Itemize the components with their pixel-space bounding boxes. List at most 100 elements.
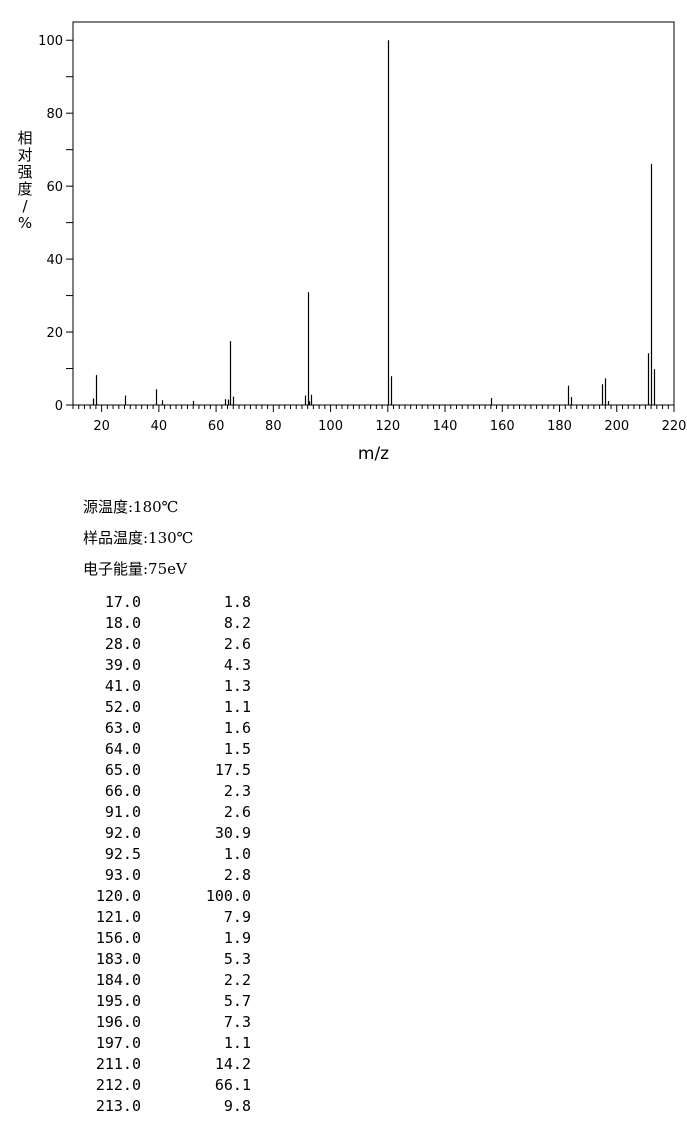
peak-mz-cell: 195.0 [95, 992, 141, 1010]
table-row: 195.0 5.7 [70, 991, 251, 1012]
x-tick-label: 120 [375, 419, 400, 434]
table-row: 18.0 8.2 [70, 613, 251, 634]
y-axis-label-char: % [18, 214, 32, 232]
x-tick-label: 80 [265, 419, 282, 434]
peak-intensity-cell: 66.1 [214, 1076, 251, 1094]
table-row: 64.0 1.5 [70, 739, 251, 760]
table-row: 92.0 30.9 [70, 823, 251, 844]
x-tick-label: 40 [151, 419, 168, 434]
peak-intensity-cell: 1.5 [223, 740, 251, 758]
peak-mz-cell: 28.0 [104, 635, 141, 653]
peak-mz-cell: 197.0 [95, 1034, 141, 1052]
table-row: 52.0 1.1 [70, 697, 251, 718]
peak-mz-cell: 41.0 [104, 677, 141, 695]
peak-mz-cell: 156.0 [95, 929, 141, 947]
peak-mz-cell: 65.0 [104, 761, 141, 779]
table-row: 39.0 4.3 [70, 655, 251, 676]
peak-intensity-cell: 30.9 [214, 824, 251, 842]
peak-intensity-cell: 14.2 [214, 1055, 251, 1073]
table-row: 28.0 2.6 [70, 634, 251, 655]
y-tick-label: 80 [46, 107, 63, 122]
table-row: 196.0 7.3 [70, 1012, 251, 1033]
x-tick-label: 180 [547, 419, 572, 434]
peak-mz-cell: 92.0 [104, 824, 141, 842]
peak-intensity-cell: 17.5 [214, 761, 251, 779]
peak-intensity-cell: 1.9 [223, 929, 251, 947]
peak-mz-cell: 211.0 [95, 1055, 141, 1073]
peak-mz-cell: 52.0 [104, 698, 141, 716]
y-axis-label-char: / [22, 197, 28, 215]
peak-intensity-cell: 8.2 [223, 614, 251, 632]
peak-mz-cell: 183.0 [95, 950, 141, 968]
x-tick-label: 160 [490, 419, 515, 434]
y-tick-label: 60 [46, 180, 63, 195]
peak-mz-cell: 66.0 [104, 782, 141, 800]
peak-table: 17.0 1.8 18.0 8.2 28.0 2.6 39.0 4.3 41.0 1.3 52.0 1… [70, 592, 251, 1117]
table-row: 211.0 14.2 [70, 1054, 251, 1075]
peak-mz-cell: 18.0 [104, 614, 141, 632]
x-tick-label: 140 [433, 419, 458, 434]
peak-mz-cell: 120.0 [95, 887, 141, 905]
peak-intensity-cell: 1.0 [223, 845, 251, 863]
table-row: 91.0 2.6 [70, 802, 251, 823]
x-axis-label: m/z [358, 444, 389, 464]
table-row: 66.0 2.3 [70, 781, 251, 802]
table-row: 63.0 1.6 [70, 718, 251, 739]
y-tick-label: 20 [46, 326, 63, 341]
sample-temperature: 样品温度:130℃ [83, 529, 194, 547]
source-temperature: 源温度:180℃ [83, 498, 179, 516]
y-tick-label: 100 [38, 34, 63, 49]
y-axis-label: 相对强度/% [17, 129, 32, 232]
peak-intensity-cell: 9.8 [223, 1097, 251, 1115]
peak-intensity-cell: 2.2 [223, 971, 251, 989]
peak-intensity-cell: 4.3 [223, 656, 251, 674]
table-row: 213.0 9.8 [70, 1096, 251, 1117]
x-tick-label: 100 [318, 419, 343, 434]
y-axis-label-char: 强 [17, 163, 32, 181]
electron-energy: 电子能量:75eV [83, 560, 187, 578]
peak-mz-cell: 63.0 [104, 719, 141, 737]
table-row: 212.0 66.1 [70, 1075, 251, 1096]
peak-intensity-cell: 1.3 [223, 677, 251, 695]
peak-mz-cell: 64.0 [104, 740, 141, 758]
peak-mz-cell: 212.0 [95, 1076, 141, 1094]
x-tick-label: 20 [93, 419, 110, 434]
peak-mz-cell: 93.0 [104, 866, 141, 884]
peak-intensity-cell: 5.7 [223, 992, 251, 1010]
table-row: 41.0 1.3 [70, 676, 251, 697]
plot-frame [72, 21, 675, 406]
y-tick-label: 40 [46, 253, 63, 268]
peak-intensity-cell: 2.3 [223, 782, 251, 800]
y-axis-label-char: 对 [17, 146, 32, 164]
y-tick-label: 0 [55, 399, 63, 414]
x-tick-label: 60 [208, 419, 225, 434]
mass-spectrum-chart: 20 40 60 80 100 120 140 160 180 200 220 0 20 40 60 80 10… [0, 0, 687, 480]
table-row: 120.0 100.0 [70, 886, 251, 907]
table-row: 121.0 7.9 [70, 907, 251, 928]
peak-mz-cell: 121.0 [95, 908, 141, 926]
peak-intensity-cell: 2.8 [223, 866, 251, 884]
peak-intensity-cell: 100.0 [205, 887, 251, 905]
y-axis-label-char: 度 [17, 180, 32, 198]
peak-mz-cell: 196.0 [95, 1013, 141, 1031]
table-row: 184.0 2.2 [70, 970, 251, 991]
x-tick-label: 220 [662, 419, 687, 434]
chart-svg: 20 40 60 80 100 120 140 160 180 200 220 0 20 40 60 80 10… [17, 21, 687, 464]
peak-intensity-cell: 7.9 [223, 908, 251, 926]
peak-mz-cell: 91.0 [104, 803, 141, 821]
peak-mz-cell: 92.5 [104, 845, 141, 863]
peak-intensity-cell: 7.3 [223, 1013, 251, 1031]
table-row: 65.0 17.5 [70, 760, 251, 781]
peak-mz-cell: 17.0 [104, 593, 141, 611]
peak-intensity-cell: 1.8 [223, 593, 251, 611]
peak-intensity-cell: 1.1 [223, 698, 251, 716]
table-row: 197.0 1.1 [70, 1033, 251, 1054]
table-row: 92.5 1.0 [70, 844, 251, 865]
table-row: 183.0 5.3 [70, 949, 251, 970]
peak-intensity-cell: 2.6 [223, 803, 251, 821]
peak-mz-cell: 184.0 [95, 971, 141, 989]
peak-intensity-cell: 1.6 [223, 719, 251, 737]
table-row: 17.0 1.8 [70, 592, 251, 613]
peak-intensity-cell: 5.3 [223, 950, 251, 968]
y-axis-label-char: 相 [17, 129, 32, 147]
